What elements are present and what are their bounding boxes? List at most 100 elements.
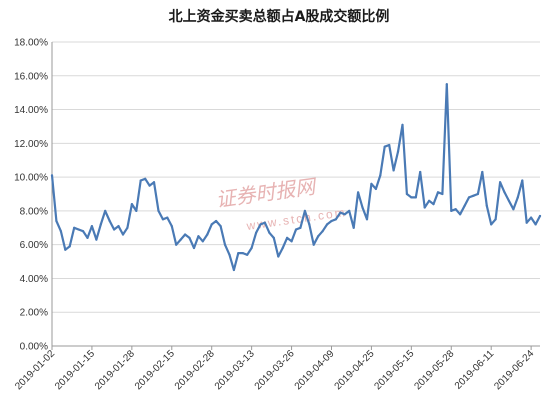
data-point	[410, 196, 413, 199]
chart-title: 北上资金买卖总额占A股成交额比例	[168, 9, 390, 25]
data-point	[73, 226, 76, 229]
data-point	[268, 231, 271, 234]
x-tick-label: 2019-02-28	[173, 348, 217, 392]
data-point	[219, 225, 222, 228]
data-point	[414, 196, 417, 199]
data-point	[472, 194, 475, 197]
data-point	[507, 199, 510, 202]
data-point	[538, 214, 542, 218]
y-tick-label: 12.00%	[14, 139, 48, 150]
x-tick-label: 2019-01-28	[93, 348, 137, 392]
data-point	[303, 209, 306, 212]
data-point	[144, 177, 147, 180]
gridlines	[51, 41, 540, 347]
data-point	[428, 199, 431, 202]
data-point	[90, 225, 93, 228]
data-point	[454, 208, 457, 211]
data-point	[290, 240, 293, 243]
data-point	[352, 226, 355, 229]
data-point	[343, 213, 346, 216]
data-point	[64, 248, 67, 251]
data-point	[82, 230, 85, 233]
data-point	[281, 246, 284, 250]
y-tick-label: 18.00%	[14, 38, 48, 49]
data-point	[365, 218, 369, 221]
data-point	[308, 223, 311, 226]
data-point	[175, 243, 178, 246]
data-point	[228, 253, 231, 256]
data-point	[113, 228, 116, 231]
data-point	[516, 196, 519, 199]
y-tick-label: 0.00%	[20, 342, 48, 353]
data-point	[419, 170, 422, 174]
data-point	[494, 218, 497, 221]
data-point	[237, 252, 240, 255]
data-point	[166, 216, 169, 219]
x-tick-label: 2019-06-24	[492, 348, 536, 392]
data-point	[192, 246, 196, 250]
data-point	[396, 150, 400, 153]
x-tick-label: 2019-01-02	[13, 348, 57, 392]
data-point	[246, 253, 249, 256]
data-point	[241, 252, 244, 255]
data-point	[476, 192, 479, 196]
data-point	[463, 204, 466, 207]
data-point	[330, 219, 333, 223]
data-point	[405, 192, 408, 196]
watermark-cn: 证券时报网	[214, 174, 319, 212]
data-point	[485, 204, 488, 207]
y-tick-label: 8.00%	[20, 206, 48, 217]
data-point	[179, 238, 182, 241]
data-point	[441, 192, 444, 196]
data-point	[312, 243, 315, 246]
data-point	[59, 230, 63, 233]
x-tick-label: 2019-02-15	[133, 348, 177, 392]
data-point	[326, 223, 329, 226]
x-axis-ticks: 2019-01-022019-01-152019-01-282019-02-15…	[13, 346, 537, 392]
y-axis-ticks: 0.00% 2.00% 4.00% 6.00% 8.00% 10.00% 12.00% 14.…	[14, 38, 48, 353]
data-point	[161, 218, 164, 221]
data-point	[534, 223, 537, 226]
data-point	[126, 226, 129, 229]
data-point	[521, 179, 524, 182]
y-tick-label: 6.00%	[20, 240, 48, 251]
data-point	[188, 236, 191, 239]
data-point	[77, 228, 80, 231]
data-point	[99, 223, 102, 226]
data-point	[250, 246, 253, 250]
y-tick-label: 14.00%	[14, 105, 48, 116]
data-point	[321, 230, 324, 233]
data-point	[388, 143, 391, 147]
y-tick-label: 16.00%	[14, 71, 48, 82]
data-point	[55, 219, 58, 223]
data-point	[201, 240, 204, 243]
data-point	[467, 196, 471, 199]
data-point	[357, 191, 360, 194]
data-point	[232, 268, 235, 272]
data-point	[130, 203, 133, 206]
data-point	[445, 83, 448, 86]
x-tick-label: 2019-06-11	[453, 348, 497, 392]
data-point	[432, 203, 435, 206]
data-point	[525, 221, 528, 224]
data-point	[215, 219, 218, 223]
data-point	[294, 228, 298, 231]
data-point	[139, 179, 142, 182]
data-point	[263, 221, 266, 224]
data-point	[210, 223, 213, 226]
data-point	[184, 233, 187, 236]
data-point	[86, 236, 89, 239]
data-point	[490, 223, 493, 226]
x-tick-label: 2019-03-13	[213, 348, 257, 392]
series-layer	[50, 83, 542, 272]
data-point	[197, 235, 200, 238]
data-point	[121, 233, 125, 236]
x-tick-label: 2019-01-15	[53, 348, 97, 392]
data-point	[259, 223, 262, 226]
data-point	[148, 184, 151, 187]
data-point	[530, 216, 533, 219]
data-point	[135, 209, 138, 212]
data-point	[108, 219, 111, 223]
data-point	[104, 209, 107, 212]
data-point	[223, 243, 227, 246]
